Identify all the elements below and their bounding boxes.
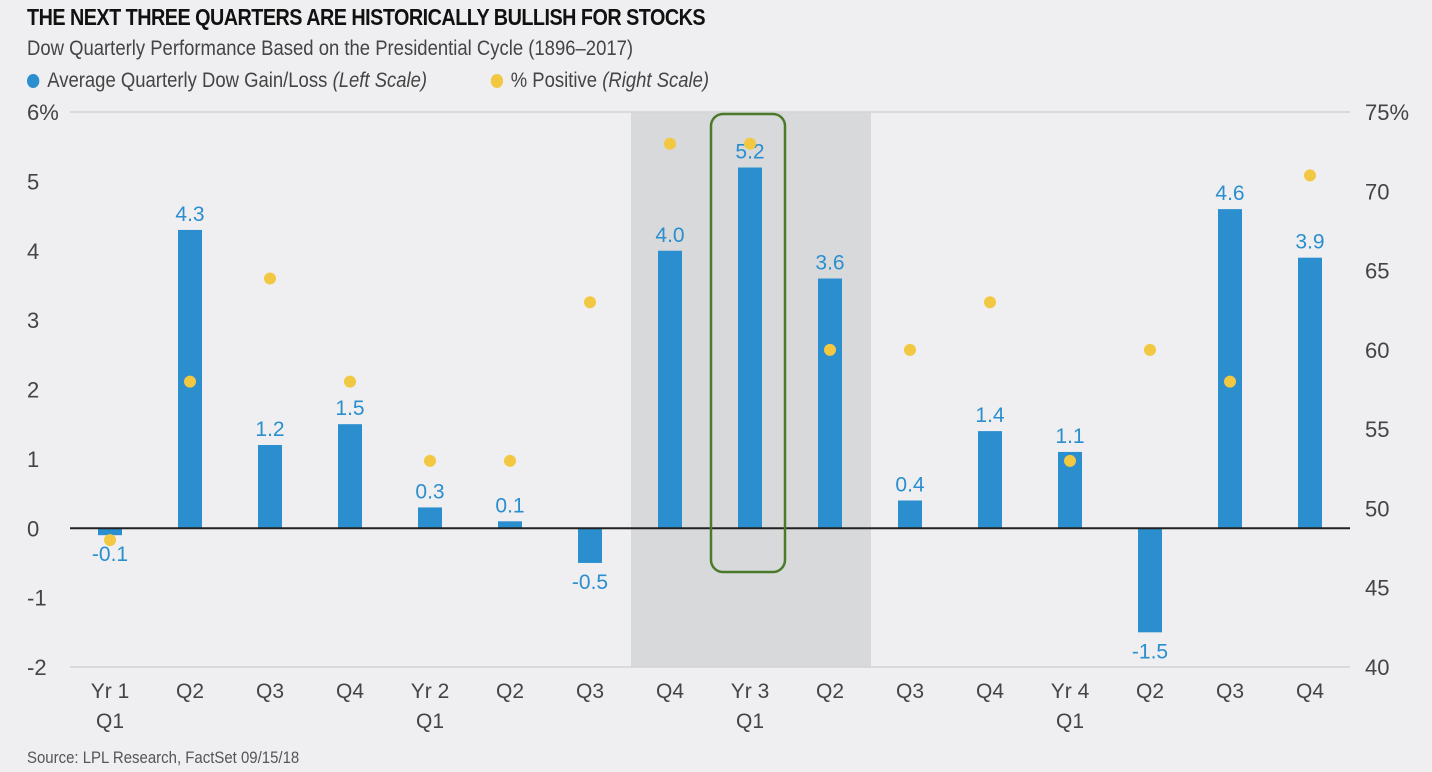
pct-positive-point — [744, 137, 756, 150]
blue-dot-icon — [27, 74, 40, 88]
left-axis-tick-label: -1 — [27, 586, 47, 611]
x-axis-category-label: Q2 — [816, 680, 844, 703]
x-axis-category-label: Q3 — [1216, 680, 1244, 703]
chart-title: THE NEXT THREE QUARTERS ARE HISTORICALLY… — [27, 4, 706, 30]
right-axis-tick-label: 50 — [1365, 496, 1389, 521]
legend-note-right-scale: (Right Scale) — [602, 69, 710, 92]
source-note: Source: LPL Research, FactSet 09/15/18 — [27, 748, 300, 767]
x-axis-category-label: Yr 2 — [411, 680, 450, 703]
bar — [738, 167, 762, 529]
highlight-box — [709, 112, 787, 574]
x-axis-category-label: Q1 — [1056, 710, 1084, 733]
bar-value-label: 4.0 — [655, 224, 684, 247]
bar-value-label: 5.2 — [735, 141, 764, 164]
bar — [338, 424, 362, 529]
x-axis-category-label: Q1 — [736, 710, 764, 733]
bar-value-label: -0.5 — [572, 571, 608, 594]
bar-value-label: 4.3 — [175, 203, 204, 226]
bar-value-label: 1.2 — [255, 418, 284, 441]
left-axis-tick-label: 1 — [27, 447, 39, 472]
x-axis-category-label: Q2 — [496, 680, 524, 703]
bar — [1298, 257, 1322, 529]
legend-label-dow-gain: Average Quarterly Dow Gain/Loss — [47, 69, 328, 92]
x-axis-category-label: Q3 — [576, 680, 604, 703]
pct-positive-point — [264, 272, 276, 285]
bar-value-label: -1.5 — [1132, 640, 1168, 663]
bar — [98, 528, 122, 536]
left-axis-tick-label: -2 — [27, 655, 47, 680]
bar — [658, 250, 682, 529]
bar — [498, 521, 522, 529]
pct-positive-point — [424, 454, 436, 467]
legend-label-pct-positive: % Positive — [510, 69, 597, 92]
bar-value-label: 3.6 — [815, 252, 844, 275]
bar — [578, 528, 602, 563]
bar-value-label: 1.1 — [1055, 425, 1084, 448]
left-axis-tick-label: 4 — [27, 239, 39, 264]
pct-positive-point — [344, 375, 356, 388]
pct-positive-point — [1304, 169, 1316, 182]
x-axis-category-label: Q2 — [1136, 680, 1164, 703]
bar-value-label: 1.4 — [975, 404, 1005, 427]
bar — [258, 445, 282, 529]
x-axis-category-label: Q3 — [256, 680, 284, 703]
left-axis-tick-label: 3 — [27, 308, 39, 333]
x-axis-category-label: Q1 — [96, 710, 124, 733]
x-axis-category-label: Q2 — [176, 680, 204, 703]
bar-value-label: 0.3 — [415, 480, 444, 503]
chart-subtitle: Dow Quarterly Performance Based on the P… — [27, 37, 634, 60]
x-axis-category-label: Yr 3 — [731, 680, 770, 703]
pct-positive-point — [1144, 343, 1156, 356]
x-axis-category-label: Q4 — [1296, 680, 1324, 703]
bar — [418, 507, 442, 529]
right-axis-tick-label: 45 — [1365, 576, 1389, 601]
bar — [1138, 528, 1162, 633]
x-axis-category-label: Q1 — [416, 710, 444, 733]
bar-value-label: 0.4 — [895, 474, 925, 497]
bar-value-label: 3.9 — [1295, 231, 1324, 254]
legend-item-dow-gain: Average Quarterly Dow Gain/Loss (Left Sc… — [27, 69, 427, 93]
x-axis-category-label: Yr 1 — [91, 680, 130, 703]
x-axis-category-label: Q4 — [336, 680, 364, 703]
left-axis-tick-label: 5 — [27, 169, 39, 194]
bar-value-label: -0.1 — [92, 543, 128, 566]
pct-positive-point — [1064, 454, 1076, 467]
pct-positive-point — [664, 137, 676, 150]
pct-positive-point — [104, 534, 116, 547]
x-axis-category-label: Q3 — [896, 680, 924, 703]
left-axis-tick-label: 2 — [27, 378, 39, 403]
bar — [978, 431, 1002, 529]
bar-value-label: 0.1 — [495, 494, 524, 517]
right-axis-tick-label: 65 — [1365, 259, 1389, 284]
pct-positive-point — [184, 375, 196, 388]
pct-positive-point — [984, 296, 996, 309]
pct-positive-point — [904, 343, 916, 356]
x-axis-category-label: Q4 — [976, 680, 1004, 703]
right-axis-tick-label: 40 — [1365, 655, 1389, 680]
pct-positive-point — [824, 343, 836, 356]
pct-positive-point — [504, 454, 516, 467]
right-axis-tick-label: 60 — [1365, 338, 1389, 363]
pct-positive-point — [1224, 375, 1236, 388]
legend-item-pct-positive: % Positive (Right Scale) — [490, 69, 709, 93]
pct-positive-point — [584, 296, 596, 309]
right-axis-tick-label: 70 — [1365, 179, 1389, 204]
bar-value-label: 4.6 — [1215, 182, 1244, 205]
bar — [898, 500, 922, 529]
x-axis-category-label: Yr 4 — [1051, 680, 1090, 703]
bar-value-label: 1.5 — [335, 397, 364, 420]
bar — [818, 278, 842, 529]
right-axis-tick-label: 75% — [1365, 100, 1409, 125]
yellow-dot-icon — [490, 74, 503, 88]
left-axis-tick-label: 6% — [27, 100, 59, 125]
x-axis-category-label: Q4 — [656, 680, 684, 703]
bar — [1218, 209, 1242, 529]
left-axis-tick-label: 0 — [27, 516, 39, 541]
legend: Average Quarterly Dow Gain/Loss (Left Sc… — [27, 69, 772, 93]
legend-note-left-scale: (Left Scale) — [332, 69, 428, 92]
right-axis-tick-label: 55 — [1365, 417, 1389, 442]
